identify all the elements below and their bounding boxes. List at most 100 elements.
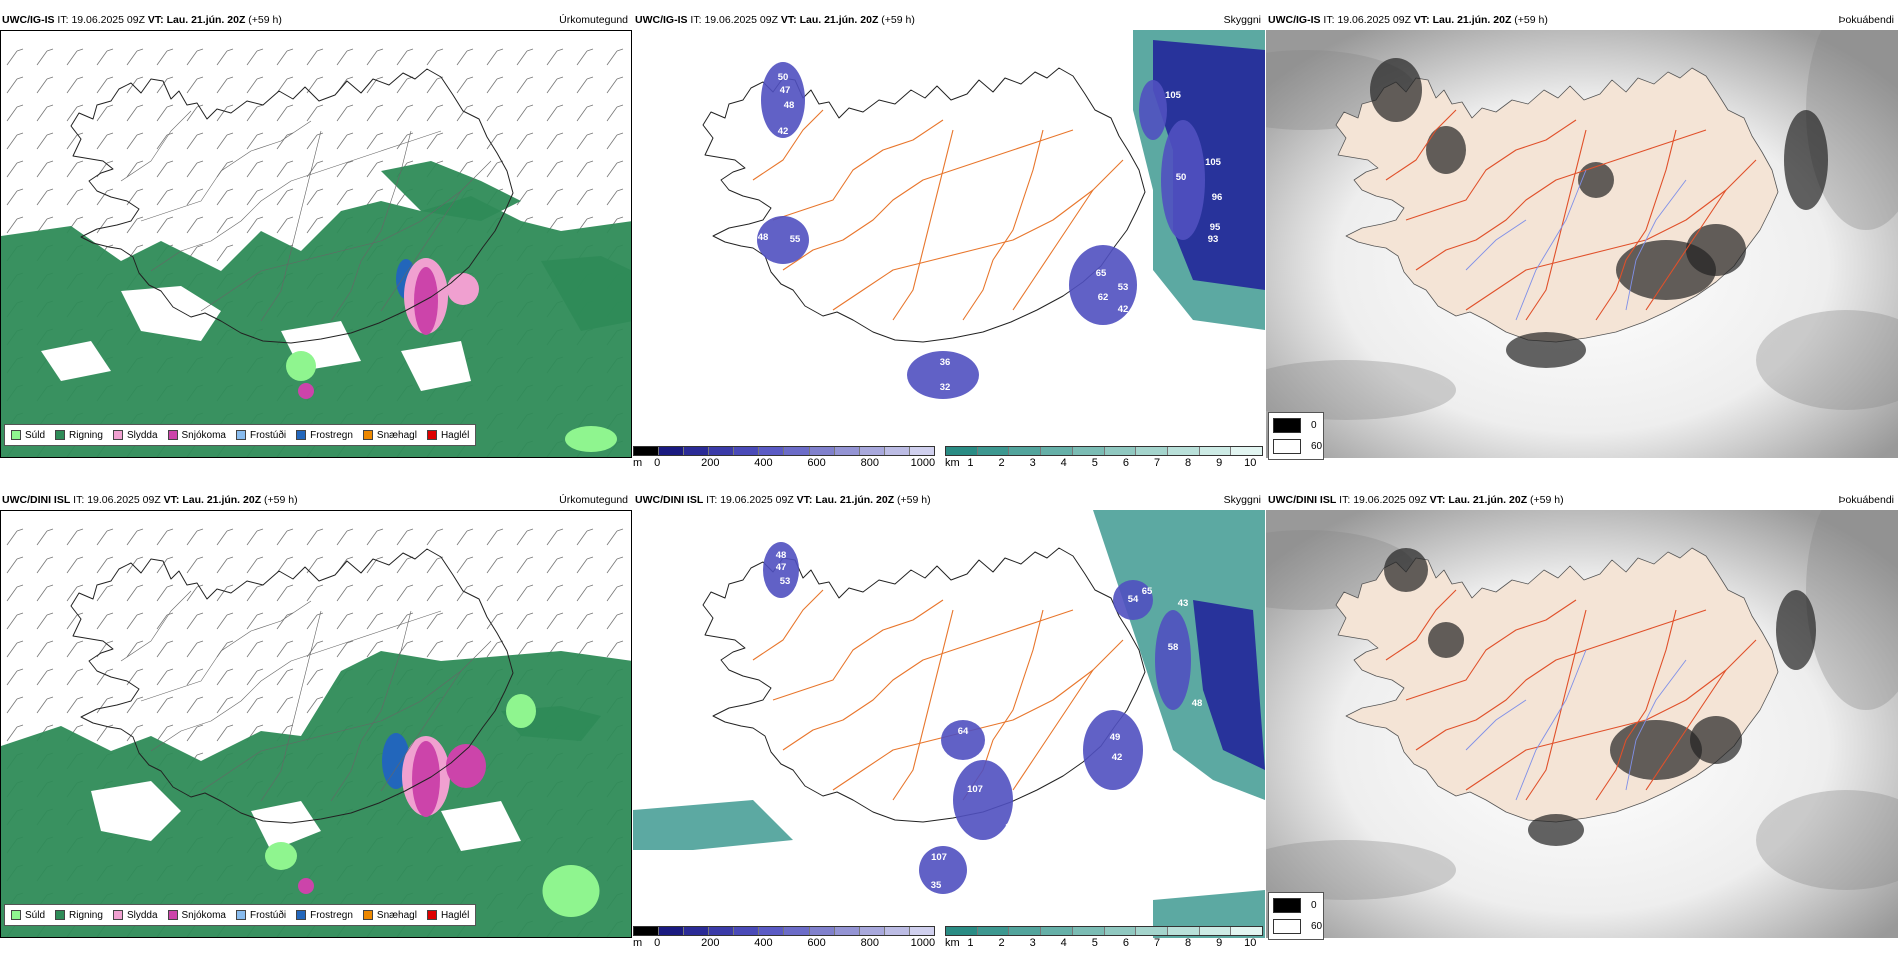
colorbar-cell xyxy=(884,927,910,935)
road-line xyxy=(1385,109,1457,181)
wind-barb xyxy=(66,48,84,66)
legend-item: Súld xyxy=(11,430,45,441)
wind-barb xyxy=(426,584,444,602)
visibility-colorbar: km 1 2 3 4 5 6 7 8 9 10 xyxy=(945,926,1263,952)
precip-type-legend: Súld Rigning Slydda Snjókoma Frostúði Frostre… xyxy=(4,424,477,446)
cloud-base-value: 42 xyxy=(1112,752,1123,763)
wind-barb xyxy=(126,640,144,658)
wind-barb xyxy=(186,724,204,742)
wind-barb xyxy=(216,216,234,234)
snow-sleet-area xyxy=(447,273,479,305)
wind-barb xyxy=(96,668,114,686)
panel-title: Þokuábendi xyxy=(1838,494,1894,506)
wind-barb xyxy=(366,76,384,94)
wind-barb xyxy=(246,528,264,546)
wind-barb xyxy=(576,160,594,178)
colorbar-cell xyxy=(1041,927,1073,935)
colorbar-tick: 7 xyxy=(1153,937,1161,949)
colorbar-tick: 0 xyxy=(654,457,661,469)
colorbar-cell xyxy=(1072,447,1105,455)
legend-swatch xyxy=(235,910,246,920)
precip-map xyxy=(0,510,632,938)
wind-barb xyxy=(336,612,354,630)
colorbar-cell xyxy=(809,447,835,455)
wind-barb xyxy=(246,612,264,630)
wind-barb xyxy=(96,188,114,206)
wind-barb xyxy=(156,612,174,630)
cloud-base-value: 48 xyxy=(784,100,795,111)
fog-legend-row: 60 xyxy=(1273,919,1322,934)
wind-barb xyxy=(336,132,354,150)
wind-barb xyxy=(426,48,444,66)
road-line xyxy=(1525,129,1587,321)
colorbar-unit: km xyxy=(945,457,960,469)
wind-barb xyxy=(306,216,324,234)
wind-barb xyxy=(156,668,174,686)
wind-barb xyxy=(426,556,444,574)
wind-barb xyxy=(96,48,114,66)
colorbar-cell xyxy=(759,447,785,455)
wind-barb xyxy=(126,76,144,94)
colorbar-tick: 8 xyxy=(1185,937,1192,949)
colorbar-cell xyxy=(1231,447,1263,455)
legend-swatch xyxy=(55,910,66,920)
colorbar-cell xyxy=(977,927,1010,935)
colorbar-cell xyxy=(834,927,860,935)
cloud-base-value: 57 xyxy=(1058,332,1069,343)
wind-barb xyxy=(126,696,144,714)
cloud-base-value: 48 xyxy=(1192,698,1203,709)
colorbar-unit: km xyxy=(945,937,960,949)
road-line xyxy=(892,609,954,801)
wind-barb xyxy=(96,696,114,714)
wind-barb xyxy=(96,104,114,122)
panel-header: UWC/IG-IS IT: 19.06.2025 09Z VT: Lau. 21… xyxy=(1268,14,1548,26)
wind-barb xyxy=(486,48,504,66)
precip-map xyxy=(0,30,632,458)
colorbar-cell xyxy=(859,927,885,935)
wind-barb xyxy=(216,132,234,150)
cloud-base-area xyxy=(1113,580,1153,620)
cloud-base-colorbar: m 0 200 400 600 800 1000 xyxy=(633,926,935,952)
legend-item: Frostúði xyxy=(235,910,286,921)
cloud-base-value: 48 xyxy=(758,232,769,243)
colorbar-cell xyxy=(1104,927,1137,935)
wind-barb xyxy=(216,188,234,206)
wind-barb xyxy=(246,132,264,150)
fog-legend: 0 60 xyxy=(1268,412,1324,460)
road-line xyxy=(260,130,322,322)
wind-barb xyxy=(306,584,324,602)
fog-patch xyxy=(1690,716,1742,764)
legend-swatch xyxy=(426,430,437,440)
wind-barb xyxy=(516,612,534,630)
fog-legend-swatch xyxy=(1273,439,1301,454)
cloud-base-value: 65 xyxy=(1096,268,1107,279)
legend-label: Frostúði xyxy=(249,429,287,441)
colorbar-cell xyxy=(734,927,760,935)
fog-index-panel-top: UWC/IG-IS IT: 19.06.2025 09Z VT: Lau. 21… xyxy=(1266,10,1898,480)
road-line xyxy=(1405,599,1577,701)
wind-barb xyxy=(36,696,54,714)
colorbar-tick: 4 xyxy=(1060,457,1067,469)
wind-barb xyxy=(456,104,474,122)
wind-barb xyxy=(186,668,204,686)
fog-patch xyxy=(1686,224,1746,276)
cloud-base-area xyxy=(763,542,799,598)
panel-title: Úrkomutegund xyxy=(559,494,628,506)
wind-barb xyxy=(246,216,264,234)
wind-barb xyxy=(546,584,564,602)
wind-barb xyxy=(36,640,54,658)
wind-barb xyxy=(546,160,564,178)
wind-barb xyxy=(606,188,624,206)
cloud-base-value: 65 xyxy=(1142,586,1153,597)
colorbar-tick: 0 xyxy=(654,937,661,949)
road-line xyxy=(1415,609,1707,751)
snow-sleet-area xyxy=(298,383,314,399)
fog-patch xyxy=(1776,590,1816,670)
road-line xyxy=(140,120,312,222)
wind-barb xyxy=(36,160,54,178)
wind-barb xyxy=(6,48,24,66)
cloud-base-value: 42 xyxy=(1118,304,1129,315)
colorbar-unit: m xyxy=(633,937,643,949)
cloud-base-value: 58 xyxy=(1126,118,1137,129)
wind-barb xyxy=(576,104,594,122)
